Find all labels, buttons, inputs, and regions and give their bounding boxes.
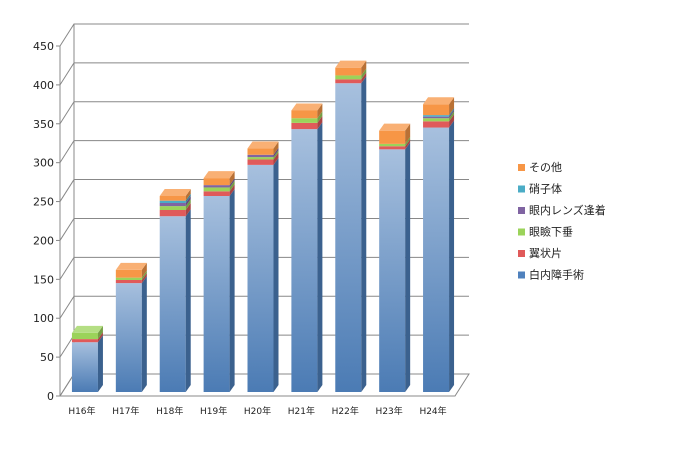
bar-segment — [71, 325, 103, 340]
x-tick-label: H19年 — [200, 405, 227, 417]
x-tick-label: H18年 — [156, 405, 183, 417]
bar-top — [115, 262, 147, 270]
bar-top — [159, 189, 191, 196]
x-axis: H16年 H17年 H18年 H19年 H20年 H21年 H22年 H23年 H24年 — [68, 405, 446, 417]
bar-segment — [115, 262, 147, 278]
legend-swatch — [518, 271, 525, 279]
gridline — [59, 62, 469, 86]
y-tick-label: 100 — [33, 312, 54, 325]
bar-segment — [423, 120, 455, 393]
x-tick-label: H24年 — [419, 405, 446, 417]
y-axis: 0 50 100 150 200 250 300 350 400 450 — [33, 40, 60, 403]
bar-segment — [115, 270, 147, 280]
bar-segment — [335, 68, 367, 80]
legend-label: 白内障手術 — [529, 268, 584, 282]
legend-item: 硝子体 — [518, 182, 562, 196]
bar-top — [203, 171, 235, 179]
x-tick-label: H17年 — [112, 405, 139, 417]
legend-swatch — [518, 228, 525, 236]
legend-label: 硝子体 — [529, 182, 562, 196]
legend-item: その他 — [518, 161, 562, 174]
legend-item: 白内障手術 — [518, 268, 584, 282]
x-tick-label: H20年 — [244, 405, 271, 417]
bar-top — [247, 141, 279, 149]
bar-segment — [379, 142, 411, 392]
y-tick-label: 250 — [33, 196, 54, 209]
gridline — [59, 23, 469, 47]
bar-top — [423, 97, 455, 105]
bar-top — [71, 325, 103, 333]
bar-segment — [291, 111, 323, 123]
bar-top — [335, 60, 367, 68]
bar-segment — [423, 109, 455, 119]
bar-segment — [203, 178, 235, 188]
y-tick-label: 300 — [33, 157, 54, 170]
legend-swatch — [518, 164, 525, 171]
bar-segment — [115, 276, 147, 392]
bar-segment — [335, 76, 367, 392]
bar-segment — [379, 123, 411, 144]
y-tick-label: 200 — [33, 234, 54, 247]
bar-segment — [203, 180, 235, 192]
y-tick-label: 150 — [33, 273, 54, 286]
bar-segment — [115, 273, 147, 284]
bar-segment — [247, 150, 279, 160]
bar-segment — [159, 193, 191, 203]
legend-label: 翼状片 — [529, 246, 562, 260]
bar-segment — [291, 115, 323, 130]
bar-segment — [71, 335, 103, 392]
y-tick-label: 50 — [40, 351, 54, 364]
bar-segment — [335, 72, 367, 84]
legend-label: 眼内レンズ逢着 — [529, 203, 606, 217]
x-tick-label: H16年 — [68, 405, 95, 417]
bar-segment — [159, 189, 191, 201]
bar-segment — [423, 114, 455, 128]
bar-segment — [423, 108, 455, 117]
bar-segment — [423, 97, 455, 116]
bar-segment — [159, 196, 191, 207]
bars — [71, 60, 455, 393]
bar-segment — [335, 60, 367, 76]
bar-segment — [379, 136, 411, 147]
bar-segment — [159, 203, 191, 217]
bar-segment — [423, 111, 455, 122]
y-tick-label: 350 — [33, 118, 54, 131]
bar-segment — [203, 189, 235, 392]
bar-top — [291, 103, 323, 111]
y-tick-label: 400 — [33, 79, 54, 92]
bar-segment — [203, 184, 235, 196]
legend-label: 眼瞼下垂 — [529, 225, 573, 239]
y-tick-label: 450 — [33, 40, 54, 53]
bar-segment — [247, 147, 279, 158]
x-tick-label: H22年 — [332, 405, 359, 417]
bar-segment — [291, 122, 323, 392]
bar-segment — [159, 209, 191, 392]
legend-item: 眼内レンズ逢着 — [518, 203, 606, 217]
legend-label: その他 — [529, 161, 562, 174]
bar-top — [379, 123, 411, 131]
bar-segment — [247, 157, 279, 392]
bar-segment — [247, 141, 279, 155]
legend-swatch — [518, 185, 525, 193]
x-tick-label: H21年 — [288, 405, 315, 417]
bar-segment — [247, 152, 279, 165]
legend-item: 眼瞼下垂 — [518, 225, 573, 239]
bar-segment — [203, 171, 235, 186]
legend-swatch — [518, 207, 525, 214]
bar-segment — [379, 139, 411, 150]
y-tick-label: 0 — [47, 390, 54, 403]
gridline — [59, 101, 469, 125]
bar-segment — [291, 103, 323, 119]
x-tick-label: H23年 — [376, 405, 403, 417]
legend-swatch — [518, 250, 525, 257]
legend-item: 翼状片 — [518, 246, 562, 260]
bar-segment — [71, 332, 103, 343]
bar-segment — [159, 199, 191, 210]
